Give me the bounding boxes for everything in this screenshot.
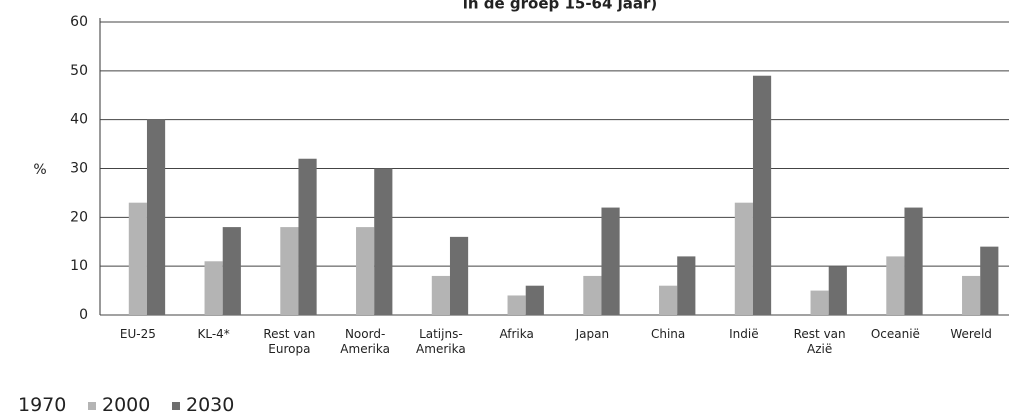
legend-label: 1970: [18, 394, 67, 415]
bar: [659, 285, 678, 315]
bar: [298, 158, 317, 315]
x-tick-label: Oceanië: [870, 327, 920, 341]
bar: [146, 119, 166, 316]
y-tick-label: 10: [70, 258, 88, 274]
x-tick-label: China: [650, 327, 686, 341]
bar: [752, 75, 772, 315]
bar: [128, 202, 147, 315]
x-tick-label: Noord-Amerika: [340, 327, 390, 356]
bar: [507, 295, 526, 315]
x-tick-label: Indië: [729, 327, 759, 341]
bar: [431, 275, 450, 315]
y-tick-label: 60: [70, 14, 88, 30]
x-tick-label: Afrika: [499, 327, 534, 341]
x-tick-label: Rest van Europa: [263, 327, 316, 356]
chart-title: in de groep 15-64 jaar): [463, 0, 658, 13]
bar: [374, 168, 393, 315]
bar: [583, 275, 602, 315]
bar: [828, 266, 847, 315]
y-tick-label: 40: [70, 112, 88, 128]
y-tick-label: 0: [79, 307, 88, 323]
y-axis-label: %: [33, 162, 46, 178]
bar: [904, 207, 923, 315]
bar: [980, 246, 999, 315]
x-tick-label: KL-4*: [197, 327, 230, 341]
y-tick-label: 30: [70, 161, 88, 177]
x-tick-label: Japan: [575, 327, 610, 341]
bar: [734, 202, 753, 315]
x-tick-label: EU-25: [119, 327, 156, 341]
legend-label: 2030: [186, 394, 235, 415]
bar: [280, 227, 299, 315]
y-tick-label: 20: [70, 209, 88, 225]
legend-swatch: [172, 402, 180, 410]
legend-swatch: [88, 402, 96, 410]
bar: [962, 275, 981, 315]
bar: [601, 207, 620, 315]
x-tick-label: Rest van Azië: [793, 327, 846, 356]
bar: [449, 236, 469, 315]
bar: [810, 290, 829, 315]
bar: [525, 285, 544, 315]
bar: [677, 256, 696, 315]
legend-label: 2000: [102, 394, 151, 415]
bar: [886, 256, 905, 315]
bar: [204, 261, 223, 315]
x-tick-label: Wereld: [950, 327, 992, 341]
bar: [222, 227, 241, 315]
y-tick-label: 50: [70, 63, 88, 79]
x-tick-label: Latijns-Amerika: [416, 327, 466, 356]
bar: [356, 227, 375, 315]
